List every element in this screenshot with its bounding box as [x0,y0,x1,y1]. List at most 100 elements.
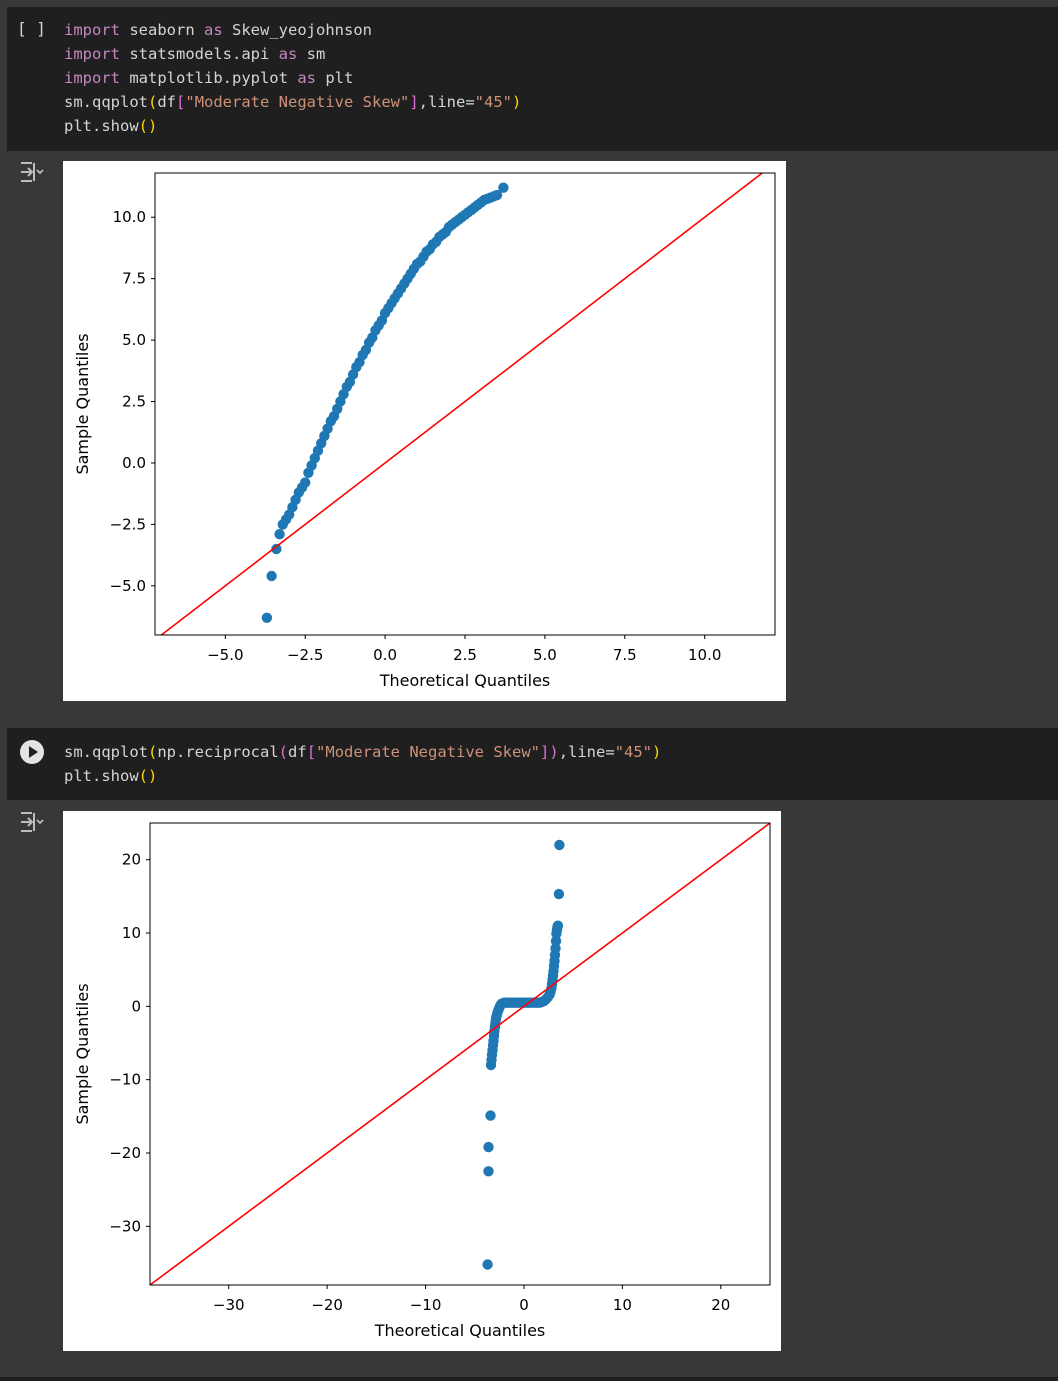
y-tick-label: 2.5 [122,393,146,411]
cell-execution-indicator[interactable]: [ ] [17,19,46,38]
y-tick-label: −20 [109,1144,141,1162]
y-axis-label: Sample Quantiles [73,333,92,474]
x-tick-label: 7.5 [613,646,637,664]
y-tick-label: −30 [109,1217,141,1235]
code-token: "45" [614,743,653,761]
code-token: ) [512,93,522,111]
y-tick-label: −2.5 [110,515,146,533]
y-tick-label: 7.5 [122,270,146,288]
code-token: df [157,93,177,111]
x-tick-label: 10.0 [688,646,721,664]
qq-plot-2: −30 −20 −10 0 10 20 −30 −20 −10 0 10 20 Theoretical … [63,811,781,1351]
axes-frame [149,822,771,1286]
code-token: df [288,743,307,761]
data-point [300,477,311,488]
code-token: ] [409,93,419,111]
code-editor-2[interactable]: sm.qqplot(np.reciprocal(df["Moderate Neg… [64,740,661,788]
x-tick-label: 10 [613,1296,632,1314]
code-token: [ [306,743,317,761]
qq-plot-2-svg: −30 −20 −10 0 10 20 −30 −20 −10 0 10 20 Theoretical … [73,822,771,1340]
code-token: () [138,117,158,135]
code-token: statsmodels.api [120,45,279,63]
code-cell-2[interactable]: sm.qqplot(np.reciprocal(df["Moderate Neg… [7,728,1058,800]
data-point [483,1166,494,1177]
data-point [483,1141,494,1153]
code-line[interactable]: sm.qqplot(np.reciprocal(df["Moderate Neg… [64,740,661,764]
code-token: as [204,21,223,39]
code-token: sm.qqplot [64,93,148,111]
collapse-output-icon[interactable] [18,160,44,184]
code-line[interactable]: plt.show() [64,764,661,788]
x-tick-label: −5.0 [207,646,243,664]
y-tick-label: 0.0 [122,454,146,472]
collapse-output-icon[interactable] [18,810,44,834]
x-tick-label: −10 [410,1296,442,1314]
y-tick-label: 0 [131,997,141,1015]
y-tick-label: 10.0 [113,208,146,226]
code-token: ) [549,743,559,761]
y-tick-label: 5.0 [122,331,146,349]
x-tick-label: 0.0 [373,646,397,664]
code-token: plt.show [64,117,139,135]
code-token: "Moderate Negative Skew" [316,743,540,761]
x-tick-label: 20 [711,1296,730,1314]
x-tick-label: −2.5 [287,646,323,664]
x-tick-label: −20 [311,1296,343,1314]
x-tick-label: 2.5 [453,646,477,664]
code-token: ) [652,743,662,761]
code-token: sm.qqplot [64,743,148,761]
reference-line [149,822,771,1286]
code-token: ( [148,743,158,761]
code-editor-1[interactable]: import seaborn as Skew_yeojohnson import … [64,18,521,138]
x-axis-label: Theoretical Quantiles [374,1321,546,1340]
code-line[interactable]: import matplotlib.pyplot as plt [64,66,521,90]
code-token: import [64,45,120,63]
data-point [271,543,282,555]
x-tick-label: −30 [213,1296,245,1314]
y-tick-label: −5.0 [110,577,146,595]
code-token: matplotlib.pyplot [120,69,298,87]
x-axis-label: Theoretical Quantiles [379,671,551,690]
data-point [485,1110,496,1121]
code-line[interactable]: import seaborn as Skew_yeojohnson [64,18,521,42]
data-point [498,182,509,193]
code-token: "45" [474,93,512,111]
code-token: sm [297,45,326,63]
x-tick-label: 5.0 [533,646,557,664]
code-token: import [64,21,120,39]
code-token: ,line= [558,743,615,761]
data-point [266,570,277,582]
bottom-divider [0,1377,1058,1381]
code-token: () [138,767,158,785]
code-token: as [278,45,298,63]
code-cell-1[interactable]: [ ] import seaborn as Skew_yeojohnson imp… [7,7,1058,151]
y-axis-label: Sample Quantiles [73,983,92,1124]
code-token: np.reciprocal [157,743,279,761]
code-token: ( [148,93,158,111]
qq-plot-1-svg: −5.0 −2.5 0.0 2.5 5.0 7.5 10.0 −5.0 −2.5 0.0 2.5 5.… [73,172,776,690]
data-point [274,529,285,540]
code-token: [ [176,93,186,111]
code-token: as [297,69,316,87]
reference-line [160,172,763,636]
data-point [491,189,503,201]
code-token: import [64,69,120,87]
data-point [554,839,565,851]
data-point [550,935,562,947]
code-token: Skew_yeojohnson [222,21,372,39]
code-line[interactable]: plt.show() [64,114,521,138]
code-token: ,line= [418,93,475,111]
code-token: plt [315,69,354,87]
play-icon[interactable] [20,740,44,764]
code-token: seaborn [120,21,204,39]
y-tick-label: 10 [122,924,141,942]
code-line[interactable]: sm.qqplot(df["Moderate Negative Skew"],l… [64,90,521,114]
data-point [553,888,565,900]
data-point [261,612,273,623]
code-token: ( [278,743,289,761]
x-tick-label: 0 [519,1296,529,1314]
code-line[interactable]: import statsmodels.api as sm [64,42,521,66]
code-token: ] [540,743,550,761]
y-tick-label: 20 [122,851,141,869]
y-tick-label: −10 [109,1071,141,1089]
